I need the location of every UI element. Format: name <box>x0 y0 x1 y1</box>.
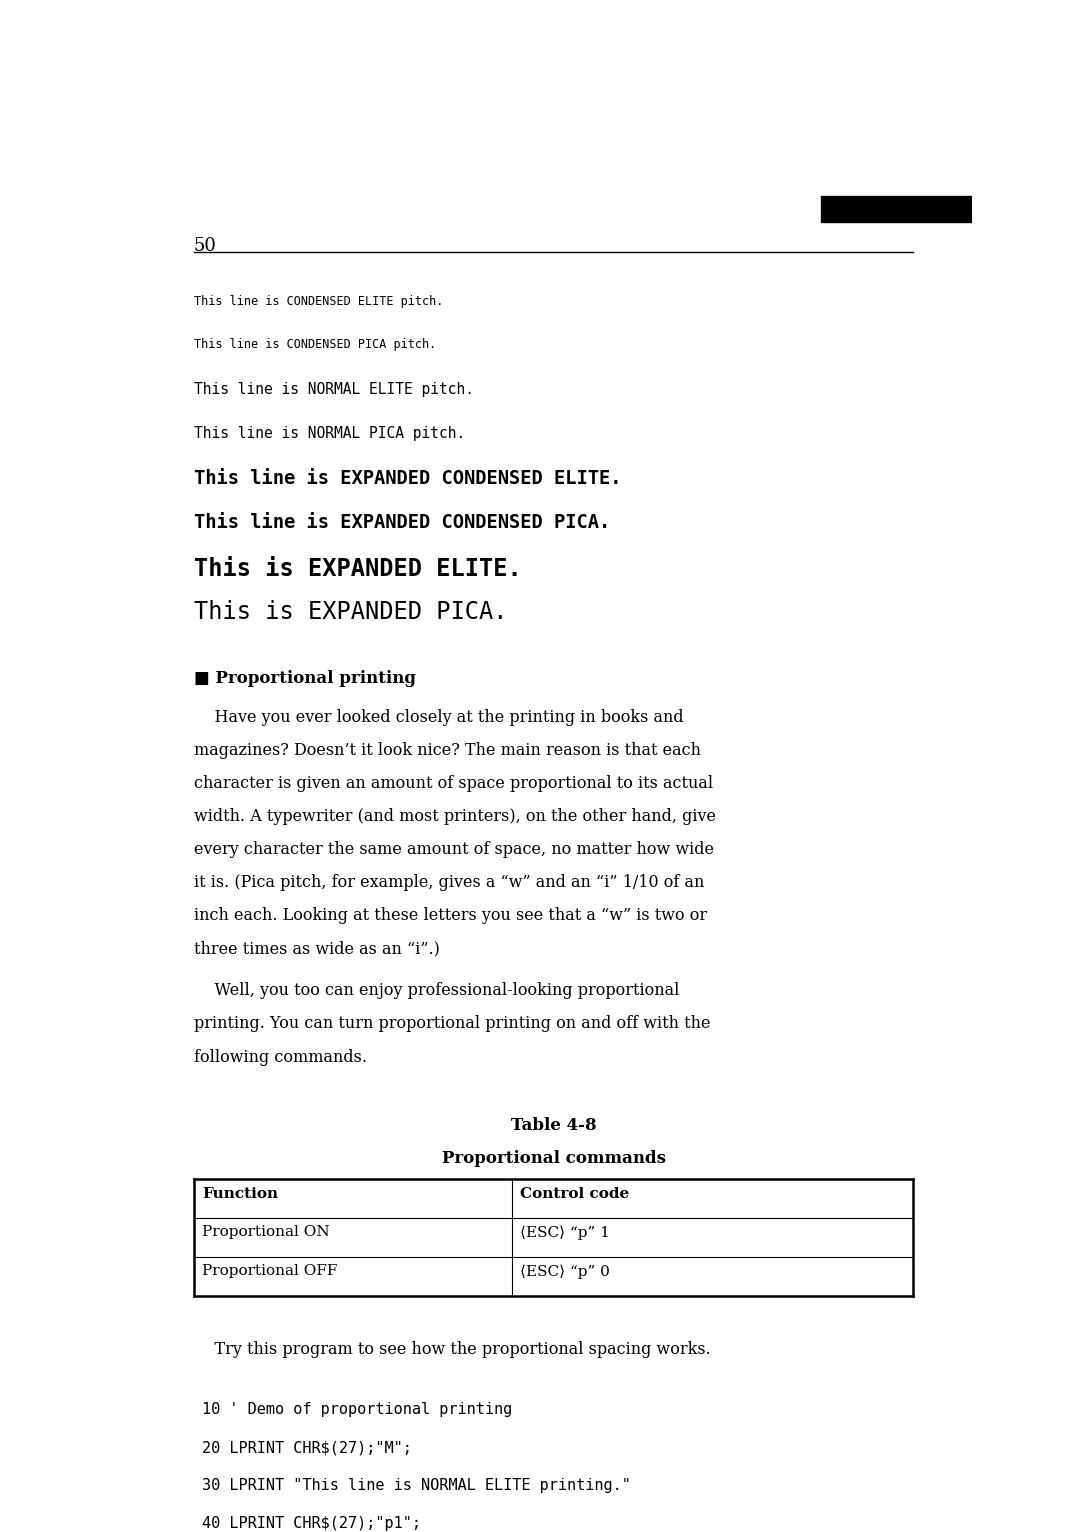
Text: following commands.: following commands. <box>193 1048 366 1066</box>
Text: Table 4-8: Table 4-8 <box>511 1117 596 1134</box>
Text: This line is CONDENSED PICA pitch.: This line is CONDENSED PICA pitch. <box>193 339 436 351</box>
Bar <box>821 196 972 222</box>
Text: Proportional commands: Proportional commands <box>442 1151 665 1167</box>
Text: it is. (Pica pitch, for example, gives a “w” and an “i” 1/10 of an: it is. (Pica pitch, for example, gives a… <box>193 873 704 892</box>
Text: ■ Proportional printing: ■ Proportional printing <box>193 669 416 686</box>
Text: 50: 50 <box>193 237 216 254</box>
Text: Try this program to see how the proportional spacing works.: Try this program to see how the proporti… <box>193 1340 711 1357</box>
Text: inch each. Looking at these letters you see that a “w” is two or: inch each. Looking at these letters you … <box>193 907 706 924</box>
Text: Proportional ON: Proportional ON <box>202 1226 329 1239</box>
Text: character is given an amount of space proportional to its actual: character is given an amount of space pr… <box>193 775 713 792</box>
Text: 10 ' Demo of proportional printing: 10 ' Demo of proportional printing <box>202 1402 512 1417</box>
Text: This line is EXPANDED CONDENSED PICA.: This line is EXPANDED CONDENSED PICA. <box>193 513 610 532</box>
Text: ⟨ESC⟩ “p” 1: ⟨ESC⟩ “p” 1 <box>521 1226 610 1239</box>
Text: printing. You can turn proportional printing on and off with the: printing. You can turn proportional prin… <box>193 1016 710 1033</box>
Text: This line is EXPANDED CONDENSED ELITE.: This line is EXPANDED CONDENSED ELITE. <box>193 469 621 489</box>
Text: 20 LPRINT CHR$(27);"M";: 20 LPRINT CHR$(27);"M"; <box>202 1440 411 1455</box>
Text: This line is CONDENSED ELITE pitch.: This line is CONDENSED ELITE pitch. <box>193 294 443 308</box>
Text: Have you ever looked closely at the printing in books and: Have you ever looked closely at the prin… <box>193 709 684 726</box>
Text: ⟨ESC⟩ “p” 0: ⟨ESC⟩ “p” 0 <box>521 1264 610 1279</box>
Text: This is EXPANDED PICA.: This is EXPANDED PICA. <box>193 601 508 624</box>
Text: every character the same amount of space, no matter how wide: every character the same amount of space… <box>193 841 714 858</box>
Bar <box>821 196 972 222</box>
Text: 30 LPRINT "This line is NORMAL ELITE printing.": 30 LPRINT "This line is NORMAL ELITE pri… <box>202 1478 631 1492</box>
Text: This line is NORMAL PICA pitch.: This line is NORMAL PICA pitch. <box>193 426 464 441</box>
Text: three times as wide as an “i”.): three times as wide as an “i”.) <box>193 941 440 958</box>
Text: width. A typewriter (and most printers), on the other hand, give: width. A typewriter (and most printers),… <box>193 807 716 824</box>
Text: Proportional OFF: Proportional OFF <box>202 1264 337 1278</box>
Text: Control code: Control code <box>521 1187 630 1201</box>
Text: Function: Function <box>202 1187 278 1201</box>
Text: 40 LPRINT CHR$(27);"p1";: 40 LPRINT CHR$(27);"p1"; <box>202 1515 421 1530</box>
Text: Well, you too can enjoy professional-looking proportional: Well, you too can enjoy professional-loo… <box>193 982 679 999</box>
Text: magazines? Doesn’t it look nice? The main reason is that each: magazines? Doesn’t it look nice? The mai… <box>193 741 701 758</box>
Text: This line is NORMAL ELITE pitch.: This line is NORMAL ELITE pitch. <box>193 381 474 397</box>
Text: This is EXPANDED ELITE.: This is EXPANDED ELITE. <box>193 556 522 581</box>
